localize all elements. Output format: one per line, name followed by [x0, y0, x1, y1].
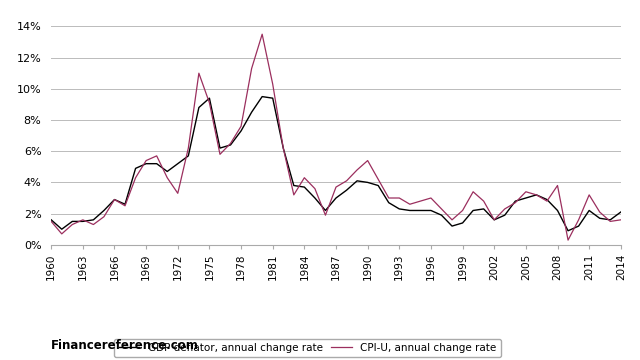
Legend: GDP deflator, annual change rate, CPI-U, annual change rate: GDP deflator, annual change rate, CPI-U,…	[115, 339, 500, 357]
GDP deflator, annual change rate	[617, 210, 625, 214]
Text: Financereference.com: Financereference.com	[51, 339, 199, 352]
GDP deflator, annual change rate	[153, 162, 161, 166]
GDP deflator, annual change rate	[47, 218, 55, 222]
CPI-U, annual change rate	[564, 238, 572, 242]
CPI-U, annual change rate	[153, 154, 161, 158]
CPI-U, annual change rate	[575, 218, 582, 222]
GDP deflator, annual change rate	[607, 218, 614, 222]
CPI-U, annual change rate	[259, 32, 266, 36]
GDP deflator, annual change rate	[575, 224, 582, 228]
GDP deflator, annual change rate	[269, 96, 276, 100]
GDP deflator, annual change rate	[564, 229, 572, 233]
GDP deflator, annual change rate	[259, 94, 266, 99]
CPI-U, annual change rate	[111, 197, 118, 202]
CPI-U, annual change rate	[269, 82, 276, 86]
CPI-U, annual change rate	[47, 219, 55, 224]
GDP deflator, annual change rate	[111, 197, 118, 202]
GDP deflator, annual change rate	[184, 154, 192, 158]
Line: CPI-U, annual change rate: CPI-U, annual change rate	[51, 34, 621, 240]
CPI-U, annual change rate	[617, 218, 625, 222]
Line: GDP deflator, annual change rate: GDP deflator, annual change rate	[51, 96, 621, 231]
CPI-U, annual change rate	[184, 146, 192, 150]
CPI-U, annual change rate	[607, 219, 614, 224]
